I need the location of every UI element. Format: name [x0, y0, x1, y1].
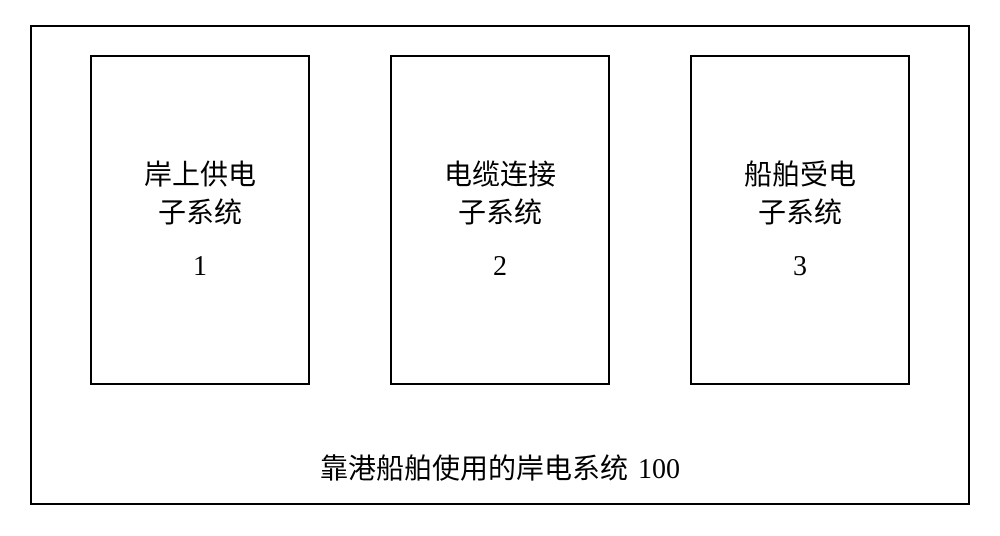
subsystem-block: 电缆连接子系统 2	[390, 55, 610, 385]
subsystem-row: 岸上供电子系统1电缆连接子系统2船舶受电子系统3	[32, 27, 968, 437]
subsystem-number: 1	[193, 251, 207, 283]
subsystem-title-line2: 子系统	[158, 195, 242, 233]
subsystem-number: 3	[793, 251, 807, 283]
diagram-canvas: 岸上供电子系统1电缆连接子系统2船舶受电子系统3 靠港船舶使用的岸电系统 100	[0, 0, 1000, 536]
subsystem-title-line1: 电缆连接	[444, 157, 556, 195]
system-caption: 靠港船舶使用的岸电系统 100	[320, 437, 680, 503]
subsystem-title-line1: 船舶受电	[744, 157, 856, 195]
system-caption-number: 100	[638, 454, 680, 486]
subsystem-number: 2	[493, 251, 507, 283]
subsystem-title-line2: 子系统	[458, 195, 542, 233]
subsystem-title-line2: 子系统	[758, 195, 842, 233]
subsystem-block: 岸上供电子系统 1	[90, 55, 310, 385]
subsystem-block: 船舶受电子系统 3	[690, 55, 910, 385]
subsystem-title-line1: 岸上供电	[144, 157, 256, 195]
system-caption-text: 靠港船舶使用的岸电系统	[320, 447, 628, 487]
system-outer-box: 岸上供电子系统1电缆连接子系统2船舶受电子系统3 靠港船舶使用的岸电系统 100	[30, 25, 970, 505]
